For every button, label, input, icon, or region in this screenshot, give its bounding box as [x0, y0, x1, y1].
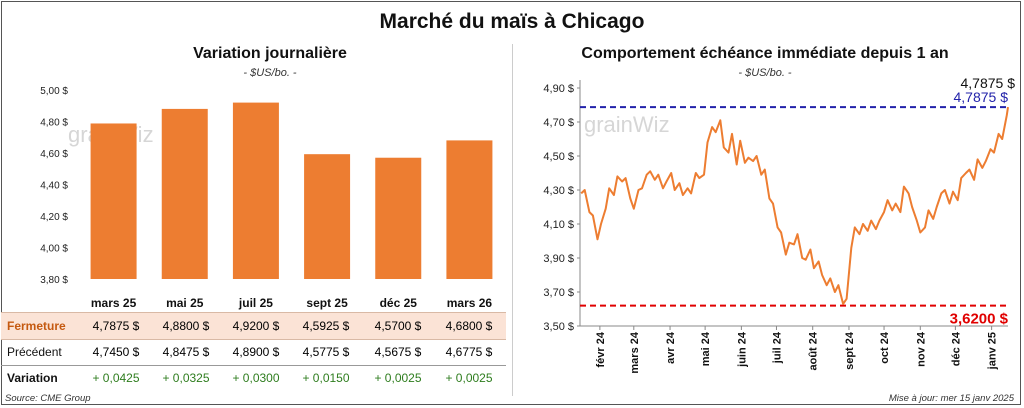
right-unit-label: - $US/bo. -	[738, 67, 792, 79]
high-price-label: 4,7875 $	[954, 89, 1009, 105]
closing-label: Fermeture	[7, 319, 66, 333]
y-tick-label: 3,90 $	[543, 253, 574, 265]
daily-variation-bar-chart: grainWiz5,00 $4,80 $4,60 $4,40 $4,20 $4,…	[40, 86, 493, 310]
closing-value: 4,5700 $	[374, 319, 422, 333]
variation-value: + 0,0300	[232, 371, 280, 385]
y-tick-label: 3,70 $	[543, 287, 574, 299]
bar	[375, 157, 422, 279]
closing-value: 4,7875 $	[92, 319, 140, 333]
variation-label: Variation	[7, 371, 58, 385]
price-series-line	[580, 106, 1009, 305]
previous-value: 4,5675 $	[374, 345, 422, 359]
closing-value: 4,5925 $	[302, 319, 350, 333]
variation-value: + 0,0425	[92, 371, 140, 385]
bar	[90, 123, 137, 279]
front-month-line-chart: grainWiz 4,90 $ 4,70 $ 4,50 $ 4,30 $ 4,10 $ 3,…	[543, 75, 1016, 374]
y-tick-label: 3,80 $	[40, 275, 68, 286]
previous-value: 4,5775 $	[302, 345, 350, 359]
y-tick-label: 4,30 $	[543, 185, 574, 197]
table-row-closing: Fermeture 4,7875 $ 4,8800 $ 4,9200 $ 4,5…	[1, 312, 506, 340]
y-tick-label: 4,70 $	[543, 117, 574, 129]
x-tick-label: nov 24	[915, 331, 927, 367]
update-note: Mise à jour: mer 15 janv 2025	[888, 393, 1014, 404]
low-price-label: 3,6200 $	[950, 311, 1009, 328]
y-tick-label: 3,50 $	[543, 321, 574, 333]
variation-value: + 0,0325	[162, 371, 210, 385]
y-tick-label: 4,50 $	[543, 151, 574, 163]
x-tick-label: août 24	[808, 331, 820, 370]
closing-value: 4,9200 $	[232, 319, 280, 333]
x-tick-label: juin 24	[736, 331, 748, 368]
watermark-text: grainWiz	[584, 112, 670, 137]
bar	[446, 140, 493, 279]
previous-value: 4,7450 $	[92, 345, 140, 359]
closing-value: 4,6800 $	[445, 319, 493, 333]
x-tick-label: janv 25	[987, 332, 999, 370]
table-row-variation: Variation + 0,0425 + 0,0325 + 0,0300 + 0…	[1, 366, 506, 390]
x-category-label: juil 25	[238, 296, 273, 310]
previous-value: 4,8900 $	[232, 345, 280, 359]
closing-value: 4,8800 $	[162, 319, 210, 333]
previous-value: 4,8475 $	[162, 345, 210, 359]
page-title: Marché du maïs à Chicago	[379, 10, 645, 33]
x-category-label: déc 25	[380, 296, 418, 310]
y-tick-label: 5,00 $	[40, 86, 68, 97]
x-tick-label: oct 24	[879, 331, 891, 364]
x-category-label: mars 26	[447, 296, 493, 310]
variation-value: + 0,0025	[445, 371, 493, 385]
bar	[161, 108, 208, 280]
bar	[232, 102, 279, 279]
left-chart-title: Variation journalière	[193, 45, 347, 62]
x-category-label: mai 25	[166, 296, 204, 310]
panel-divider	[512, 44, 513, 396]
left-unit-label: - $US/bo. -	[243, 67, 297, 79]
x-tick-label: sept 24	[844, 331, 856, 370]
variation-value: + 0,0150	[302, 371, 350, 385]
x-tick-label: juil 24	[771, 331, 783, 364]
previous-label: Précédent	[7, 345, 62, 359]
x-tick-label: avr 24	[665, 331, 677, 364]
x-category-label: mars 25	[91, 296, 137, 310]
y-tick-label: 4,20 $	[40, 212, 68, 223]
y-tick-label: 4,40 $	[40, 181, 68, 192]
y-tick-label: 4,90 $	[543, 83, 574, 95]
last-price-label: 4,7875 $	[961, 75, 1016, 91]
previous-value: 4,6775 $	[445, 345, 493, 359]
x-category-label: sept 25	[306, 296, 348, 310]
y-tick-label: 4,00 $	[40, 244, 68, 255]
source-note: Source: CME Group	[5, 393, 91, 404]
variation-value: + 0,0025	[374, 371, 422, 385]
y-tick-label: 4,80 $	[40, 118, 68, 129]
right-chart-title: Comportement échéance immédiate depuis 1…	[581, 45, 949, 62]
x-tick-label: mai 24	[700, 331, 712, 366]
x-tick-label: déc 24	[950, 331, 962, 366]
y-tick-label: 4,10 $	[543, 219, 574, 231]
bar	[304, 154, 351, 279]
y-tick-label: 4,60 $	[40, 149, 68, 160]
x-tick-label: mars 24	[629, 331, 641, 373]
x-tick-label: févr 24	[595, 331, 607, 367]
table-row-previous: Précédent 4,7450 $ 4,8475 $ 4,8900 $ 4,5…	[1, 339, 506, 366]
